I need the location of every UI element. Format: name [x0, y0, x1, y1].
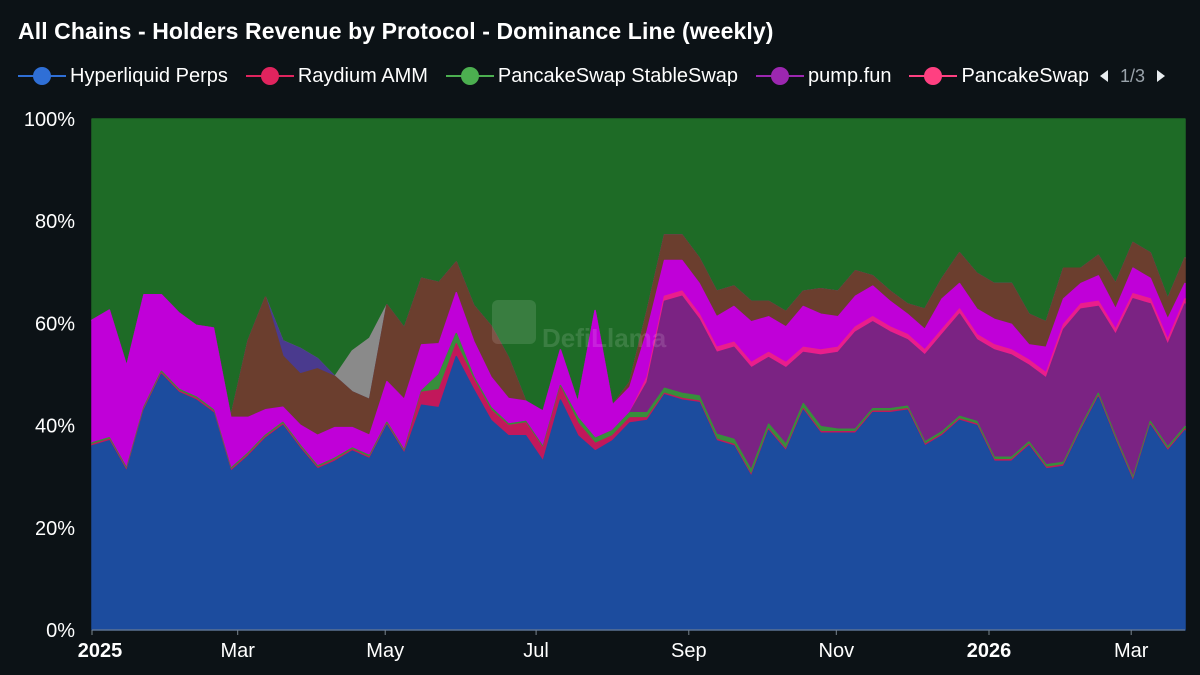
watermark: DefiLlama [492, 300, 667, 353]
y-tick-label: 80% [35, 211, 75, 233]
x-axis: 2025 Mar May Jul Sep Nov 2026 Mar [78, 629, 1185, 662]
watermark-text: DefiLlama [542, 323, 667, 353]
caret-left-icon[interactable] [1100, 70, 1108, 82]
chart-plot-area [91, 118, 1186, 631]
x-tick-label: May [366, 640, 404, 662]
y-tick-label: 0% [46, 620, 75, 642]
x-tick-label: Sep [671, 640, 707, 662]
x-tick-label: Nov [819, 640, 855, 662]
legend-marker-icon [756, 67, 805, 85]
legend-item-label: Raydium AMM [297, 64, 428, 87]
y-tick-label: 20% [35, 518, 75, 540]
y-tick-label: 100% [24, 109, 75, 131]
legend-item[interactable]: pump.fun [756, 62, 891, 90]
legend-item-label: pump.fun [808, 64, 892, 87]
legend-item[interactable]: Hyperliquid Perps [18, 62, 228, 90]
legend-page-indicator: 1/3 [1120, 65, 1146, 86]
x-tick-label: 2026 [967, 640, 1012, 662]
x-tick-label: Mar [1114, 640, 1149, 662]
x-tick-label: Mar [220, 640, 255, 662]
legend-item-label: PancakeSwap [961, 64, 1088, 87]
legend-marker-icon [445, 67, 494, 85]
y-tick-label: 60% [35, 313, 75, 335]
legend-item[interactable]: PancakeSwap StableSwap [445, 62, 739, 90]
legend-marker-icon [909, 67, 958, 85]
y-tick-label: 40% [35, 416, 75, 438]
caret-right-icon[interactable] [1157, 70, 1166, 82]
legend: Hyperliquid Perps Raydium AMM PancakeSwap … [18, 62, 1088, 92]
legend-item-label: PancakeSwap StableSwap [497, 64, 739, 87]
legend-item[interactable]: Raydium AMM [245, 62, 428, 90]
legend-pager: 1/3 [1100, 62, 1166, 90]
chart-title: All Chains - Holders Revenue by Protocol… [18, 18, 774, 44]
x-tick-label: Jul [523, 640, 549, 662]
legend-item[interactable]: PancakeSwap [909, 62, 1088, 90]
legend-marker-icon [245, 67, 294, 85]
llama-logo-icon [492, 300, 536, 344]
legend-marker-icon [18, 67, 66, 85]
x-tick-label: 2025 [78, 640, 123, 662]
legend-item-label: Hyperliquid Perps [70, 64, 228, 87]
y-axis: 0% 20% 40% 60% 80% 100% [24, 109, 75, 642]
